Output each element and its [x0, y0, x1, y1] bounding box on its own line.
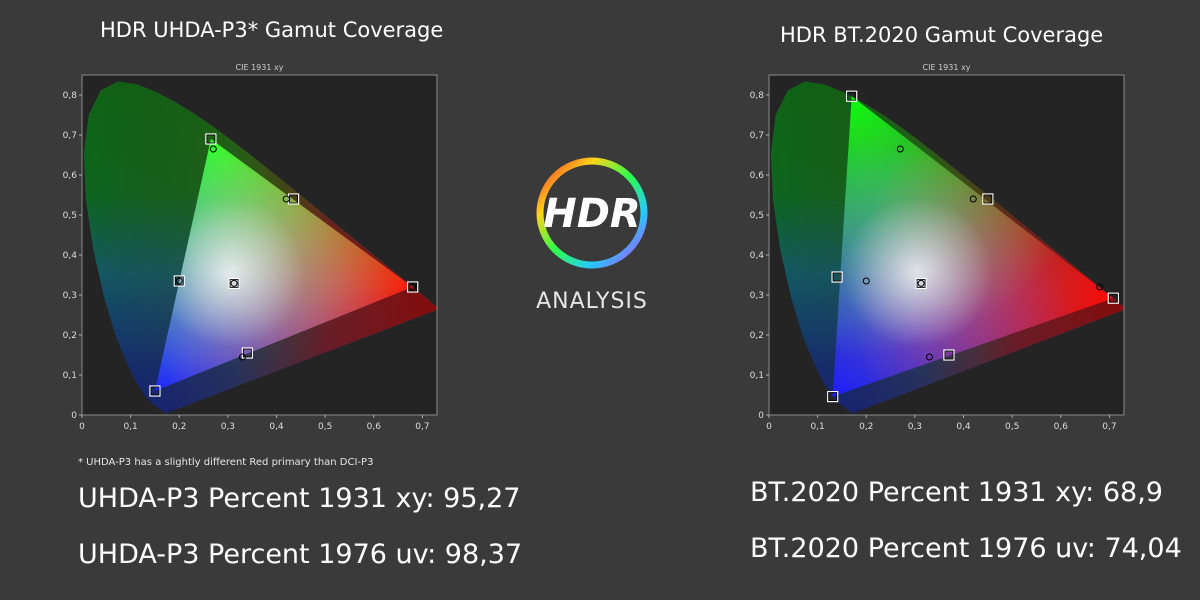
x-tick-label: 0,3 — [221, 422, 235, 432]
measured-circle-4 — [282, 195, 290, 203]
target-square-inner-3 — [229, 278, 239, 288]
left-footnote: * UHDA-P3 has a slightly different Red p… — [78, 457, 374, 468]
target-square-inner-4 — [174, 276, 184, 286]
target-square-5 — [982, 193, 994, 205]
logo-ring-icon — [536, 157, 648, 269]
measured-circle-5 — [925, 353, 933, 361]
y-tick-label: 0 — [758, 411, 764, 421]
target-square-inner-2 — [828, 392, 838, 402]
y-tick-label: 0,3 — [750, 291, 764, 301]
y-tick-label: 0,6 — [750, 171, 765, 181]
y-tick-label: 0,7 — [63, 131, 77, 141]
target-square-6 — [943, 349, 955, 361]
left-stat-uv: UHDA-P3 Percent 1976 uv: 98,37 — [78, 539, 523, 570]
y-tick-label: 0,8 — [750, 91, 765, 101]
target-square-inner-6 — [242, 348, 252, 358]
y-tick-label: 0,4 — [63, 251, 78, 261]
y-tick-label: 0,3 — [63, 291, 77, 301]
measured-circle-3 — [175, 277, 183, 285]
y-tick-label: 0,1 — [750, 371, 764, 381]
measured-circle-2 — [230, 279, 238, 287]
measured-circle-3 — [862, 277, 870, 285]
logo-subtitle: ANALYSIS — [536, 289, 648, 314]
plot-frame — [768, 74, 1125, 416]
measured-circle-1 — [896, 145, 904, 153]
y-tick-label: 0,7 — [750, 131, 764, 141]
target-square-inner-5 — [983, 194, 993, 204]
left-cie-chart: 0 0,1 0,2 0,3 0,4 0,5 0,6 0,7 0 0,1 0,2 0,3 0,4 0,5 0,… — [63, 63, 438, 432]
x-tick-label: 0,4 — [956, 422, 971, 432]
plot-title: CIE 1931 xy — [236, 63, 284, 72]
target-square-1 — [205, 133, 217, 145]
x-tick-label: 0,1 — [123, 422, 137, 432]
target-square-4 — [173, 275, 185, 287]
x-tick-label: 0,1 — [810, 422, 824, 432]
target-square-4 — [831, 271, 843, 283]
target-square-1 — [846, 90, 858, 102]
x-tick-label: 0,7 — [1102, 422, 1116, 432]
x-tick-label: 0,6 — [1054, 422, 1069, 432]
right-stat-xy: BT.2020 Percent 1931 xy: 68,9 — [750, 477, 1163, 508]
x-tick-label: 0,3 — [908, 422, 922, 432]
x-tick-label: 0,2 — [859, 422, 873, 432]
target-square-inner-1 — [847, 91, 857, 101]
x-tick-label: 0,4 — [269, 422, 284, 432]
target-square-2 — [827, 391, 839, 403]
y-tick-label: 0,4 — [750, 251, 765, 261]
measured-circle-0 — [409, 283, 417, 291]
target-square-inner-0 — [1108, 293, 1118, 303]
target-square-inner-3 — [916, 278, 926, 288]
left-stat-xy: UHDA-P3 Percent 1931 xy: 95,27 — [78, 483, 521, 514]
x-tick-label: 0,5 — [318, 422, 332, 432]
target-square-6 — [241, 347, 253, 359]
y-tick-label: 0 — [71, 411, 77, 421]
target-square-inner-6 — [944, 350, 954, 360]
measured-circle-2 — [917, 279, 925, 287]
measured-circle-4 — [969, 195, 977, 203]
y-tick-label: 0,2 — [750, 331, 764, 341]
logo-text: HDR — [543, 191, 640, 237]
target-square-inner-2 — [150, 386, 160, 396]
y-tick-label: 0,8 — [63, 91, 78, 101]
target-square-3 — [915, 277, 927, 289]
target-square-0 — [1107, 292, 1119, 304]
target-square-inner-4 — [832, 272, 842, 282]
hdr-analysis-logo: HDR ANALYSIS — [528, 155, 660, 325]
y-tick-label: 0,2 — [63, 331, 77, 341]
x-tick-label: 0 — [79, 422, 85, 432]
x-tick-label: 0,5 — [1005, 422, 1019, 432]
right-stat-uv: BT.2020 Percent 1976 uv: 74,04 — [750, 533, 1182, 564]
measured-circle-1 — [209, 145, 217, 153]
measured-circle-0 — [1096, 283, 1104, 291]
target-square-3 — [228, 277, 240, 289]
target-square-inner-0 — [408, 282, 418, 292]
target-square-2 — [149, 385, 161, 397]
target-square-inner-1 — [206, 134, 216, 144]
plot-title: CIE 1931 xy — [923, 63, 971, 72]
x-tick-label: 0,6 — [367, 422, 382, 432]
y-tick-label: 0,1 — [63, 371, 77, 381]
x-tick-label: 0,2 — [172, 422, 186, 432]
plot-frame — [81, 74, 438, 416]
target-square-5 — [287, 193, 300, 205]
y-tick-label: 0,6 — [63, 171, 78, 181]
measured-circle-5 — [238, 353, 246, 361]
target-square-0 — [407, 281, 419, 293]
y-tick-label: 0,5 — [63, 211, 77, 221]
x-tick-label: 0 — [766, 422, 772, 432]
right-cie-chart: 0 0,1 0,2 0,3 0,4 0,5 0,6 0,7 0 0,1 0,2 0,3 0,4 0,5 0,… — [750, 63, 1125, 432]
x-tick-label: 0,7 — [415, 422, 429, 432]
right-chart-title: HDR BT.2020 Gamut Coverage — [780, 23, 1104, 47]
left-chart-title: HDR UHDA-P3* Gamut Coverage — [100, 18, 444, 42]
y-tick-label: 0,5 — [750, 211, 764, 221]
